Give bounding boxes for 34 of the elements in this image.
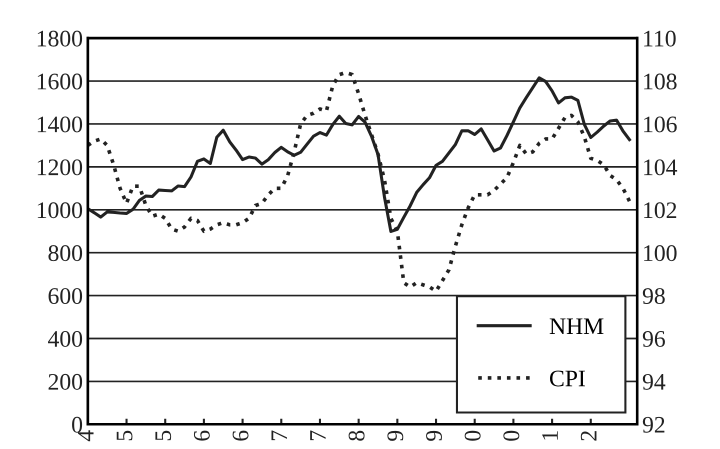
y2-tick-label: 96 xyxy=(642,331,665,347)
y-tick-label: 800 xyxy=(48,245,82,262)
y-tick-label: 600 xyxy=(48,288,82,304)
x-tick-label: 9 xyxy=(387,430,404,441)
x-tick-label: 1 xyxy=(542,431,558,440)
y2-tick-label: 102 xyxy=(644,202,676,218)
y-tick-label: 1000 xyxy=(38,202,82,218)
y-tick-label: 1200 xyxy=(38,159,82,176)
legend-label: NHM xyxy=(550,318,604,334)
y-tick-label: 1400 xyxy=(38,116,82,132)
x-tick-label: 0 xyxy=(503,430,520,441)
y2-tick-label: 106 xyxy=(644,116,677,132)
legend-label: CPI xyxy=(550,370,585,386)
x-tick-label: 5 xyxy=(116,430,132,440)
x-tick-label: 2 xyxy=(580,431,596,441)
x-tick-label: 6 xyxy=(194,430,210,441)
y-tick-label: 400 xyxy=(48,330,82,347)
y2-tick-label: 92 xyxy=(642,416,664,433)
x-tick-label: 7 xyxy=(271,430,287,440)
y-tick-label: 1600 xyxy=(38,74,82,90)
y2-tick-label: 110 xyxy=(644,30,676,47)
y2-tick-label: 98 xyxy=(642,288,665,304)
y2-tick-label: 100 xyxy=(644,245,677,262)
x-tick-label: 6 xyxy=(232,430,248,441)
x-tick-label: 5 xyxy=(155,430,172,440)
y2-tick-label: 108 xyxy=(644,74,677,90)
y-tick-label: 200 xyxy=(48,374,82,390)
x-tick-label: 0 xyxy=(464,430,481,441)
x-tick-label: 7 xyxy=(310,430,326,440)
y-tick-label: 1800 xyxy=(38,30,82,47)
x-tick-label: 9 xyxy=(426,430,442,441)
y2-tick-label: 104 xyxy=(644,159,678,176)
x-tick-label: 8 xyxy=(348,430,365,441)
y2-tick-label: 94 xyxy=(642,374,666,390)
